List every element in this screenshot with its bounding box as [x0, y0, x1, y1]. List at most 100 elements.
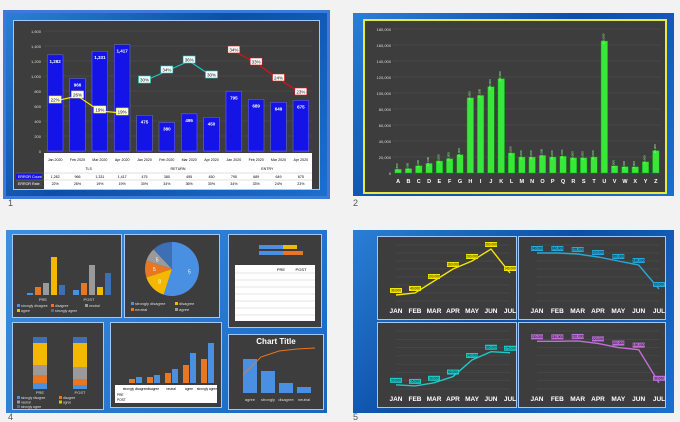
y-tick-label: 1,000	[31, 74, 42, 79]
data-label-box	[653, 375, 665, 381]
table-header: strongly disagree	[123, 387, 148, 391]
table-cell: 33%	[253, 182, 261, 186]
data-label: 118,000	[498, 71, 502, 82]
slide-5-line-chart-cyan: 240,000 240,000 235,000 220,000 200,000 180,0…	[518, 236, 666, 320]
rate-label-box	[115, 107, 129, 116]
rate-label-box	[160, 65, 174, 74]
legend-key	[16, 180, 42, 187]
x-category-label: POST	[84, 297, 95, 302]
stacked-bar-segment	[33, 337, 47, 343]
x-group-label: ENTRY	[261, 167, 274, 171]
table-cell: 30%	[208, 182, 216, 186]
data-label: 19,000	[570, 151, 574, 161]
data-label: 20,000	[391, 378, 401, 382]
rate-label: 30%	[207, 73, 216, 78]
legend-label: strongly disagree	[135, 301, 166, 306]
data-label-box	[531, 334, 543, 340]
x-category-label: JUL	[504, 308, 516, 315]
data-label: 200,000	[613, 341, 625, 345]
x-category-label: I	[480, 179, 482, 185]
data-label-box	[504, 266, 516, 271]
slide-2-thumbnail[interactable]: 0 20,000 40,000 60,000 80,000 100,000 120,000 1…	[353, 13, 674, 196]
x-category-label: J	[489, 179, 492, 185]
bar	[73, 290, 79, 295]
table-cell: 649	[276, 175, 282, 179]
bar	[105, 273, 111, 295]
data-label-box	[592, 250, 604, 255]
legend-key	[131, 302, 134, 305]
slide-number: 4	[8, 412, 14, 422]
data-label: 1,282	[50, 59, 62, 64]
stacked-bar-segment	[73, 379, 87, 385]
data-label: 450	[208, 121, 216, 126]
bar	[283, 245, 297, 249]
data-label: 260,000	[485, 243, 497, 247]
slide-number: 1	[8, 198, 14, 208]
table-cell: 23%	[297, 182, 305, 186]
data-label: 4,800	[395, 163, 399, 171]
bar	[611, 165, 619, 174]
legend-label: agree	[21, 309, 30, 313]
data-label: 240,000	[552, 247, 564, 251]
bar	[136, 115, 153, 152]
data-label-box	[592, 336, 604, 342]
data-label: 649	[275, 106, 283, 111]
data-label: 23,000	[457, 148, 461, 158]
legend-key	[16, 173, 42, 180]
x-category-label: M	[520, 179, 525, 185]
data-label: 30,000	[429, 376, 439, 380]
legend-label: disagree	[179, 301, 195, 306]
slide-number: 5	[353, 412, 359, 422]
rate-label: 19%	[95, 108, 104, 113]
rate-label-box	[227, 45, 241, 54]
bar	[201, 359, 207, 383]
data-table	[44, 153, 312, 189]
bar	[631, 166, 639, 174]
x-category-label: JUN	[484, 308, 497, 315]
series-line	[395, 248, 511, 296]
bar	[559, 155, 567, 174]
legend-key	[59, 396, 62, 399]
rate-label: 30%	[140, 78, 149, 83]
slide-1-thumbnail[interactable]: 0 200 400 600 800 1,000 1,200 1,400 1,600 1,282 96…	[3, 10, 330, 199]
bar	[114, 44, 131, 152]
bar	[394, 168, 402, 174]
x-category-label: JAN	[530, 308, 543, 315]
bar	[208, 343, 214, 383]
bar	[165, 373, 171, 383]
table-row-header: ERROR Rate	[18, 182, 40, 186]
rate-label-box	[294, 87, 308, 96]
y-tick-label: 600	[34, 104, 41, 109]
slide-5-line-chart-teal: 20,000 15,000 30,000 60,000 140,000 180,000 17…	[377, 322, 517, 408]
slide-5-thumbnail[interactable]: 30,000 40,000 100,000 160,000 200,000 260,000…	[353, 230, 674, 413]
data-label: 21,000	[560, 149, 564, 159]
bar	[225, 91, 242, 152]
y-tick-label: 1,200	[31, 59, 42, 64]
data-label-box	[466, 353, 478, 358]
data-table	[115, 385, 217, 403]
x-category-label: JUN	[632, 396, 645, 403]
bar	[642, 161, 650, 174]
x-category-label: APR	[446, 308, 460, 315]
slide-4-thumbnail[interactable]: PRE POST strongly disagree disagree neutral a…	[6, 230, 327, 413]
rate-label: 22%	[51, 98, 60, 103]
rate-label: 33%	[252, 60, 261, 65]
bar	[203, 117, 220, 152]
bar	[435, 160, 443, 174]
data-label: 30,000	[391, 289, 401, 293]
data-label: 18,000	[447, 152, 451, 162]
bar	[136, 377, 142, 383]
data-label: 15,000	[410, 379, 420, 383]
data-label: 7,800	[632, 161, 636, 169]
data-label: 5	[188, 270, 191, 276]
y-tick-label: 160,000	[377, 43, 392, 48]
data-label-box	[485, 242, 497, 247]
data-label-box	[551, 246, 564, 251]
table-row-header: ERROR Count	[18, 175, 42, 179]
x-category-label: disagree	[278, 397, 294, 402]
legend-label: agree	[179, 307, 190, 312]
slide-2-chart-panel: 0 20,000 40,000 60,000 80,000 100,000 120,000 1…	[363, 19, 667, 194]
x-category-label: JAN	[530, 396, 543, 403]
bar	[297, 387, 311, 393]
bar	[497, 78, 505, 174]
